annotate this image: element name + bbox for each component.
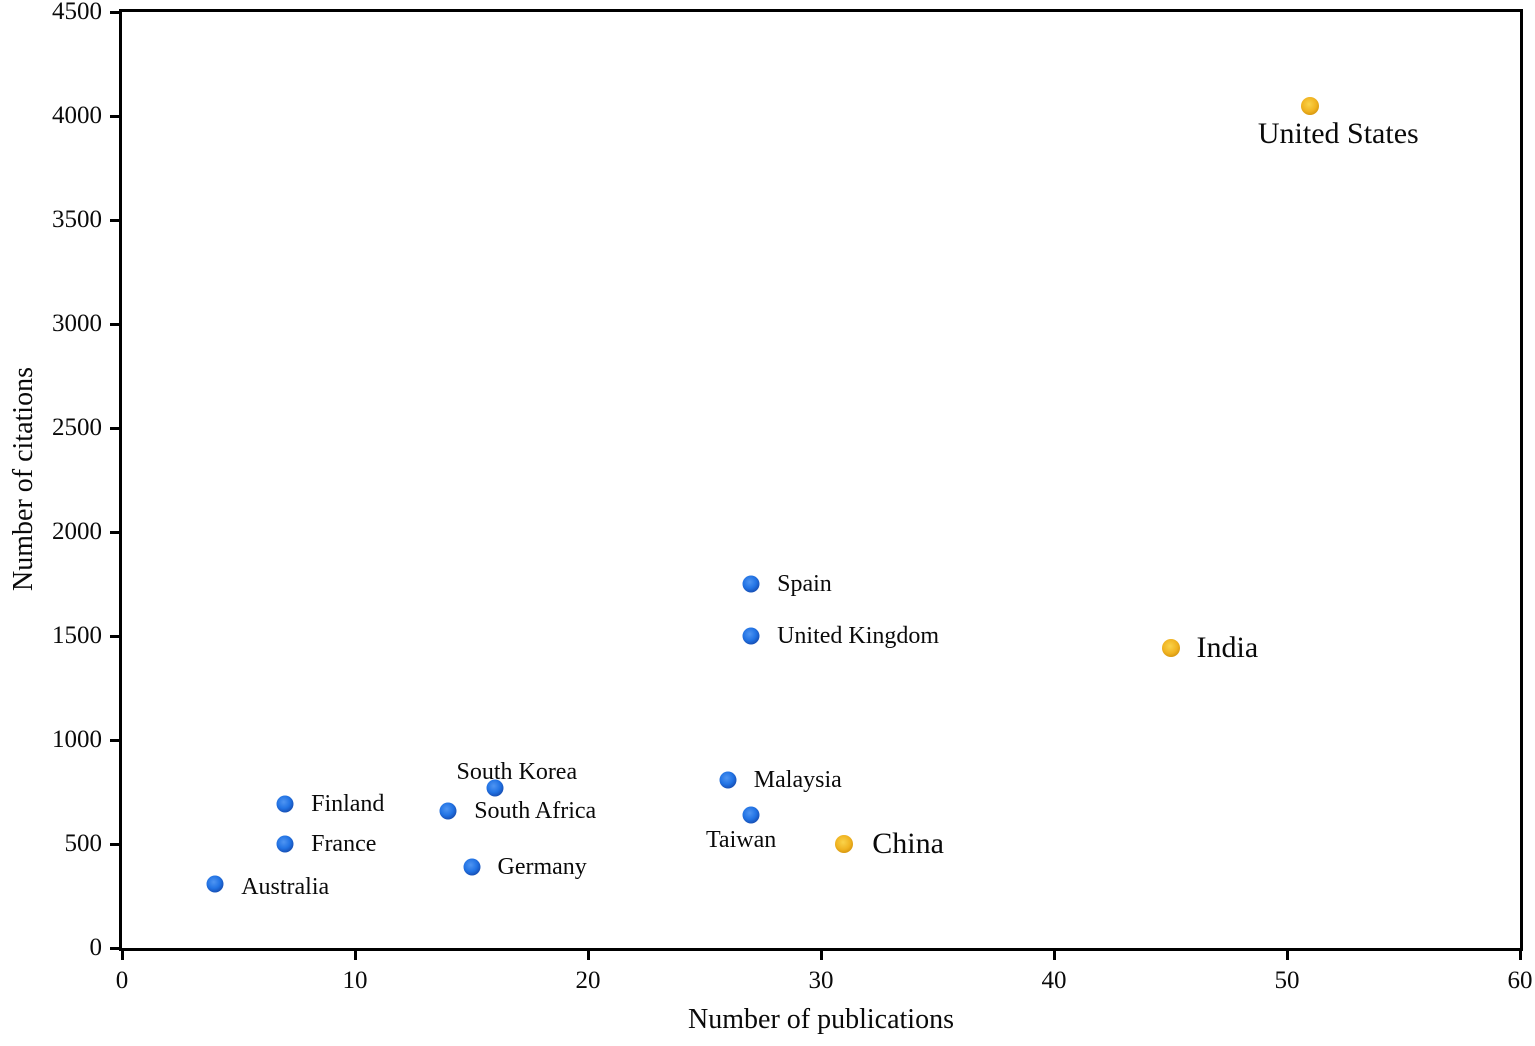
- y-axis-tick-label: 0: [89, 934, 103, 961]
- data-point-label-spain: Spain: [777, 571, 832, 597]
- data-point-china: [835, 835, 854, 853]
- y-axis-tick-label: 1000: [52, 726, 102, 753]
- x-axis-tick-label: 10: [342, 967, 368, 994]
- x-axis-tick: [121, 951, 124, 960]
- data-point-label-china: China: [872, 827, 944, 860]
- y-axis-tick: [110, 635, 119, 638]
- x-axis-tick-label: 20: [575, 967, 601, 994]
- data-point-label-south-korea: South Korea: [456, 758, 578, 785]
- y-axis-tick-label: 2000: [52, 518, 102, 545]
- x-axis-title: Number of publications: [688, 1004, 954, 1035]
- y-axis-tick: [110, 219, 119, 222]
- data-point-taiwan: [742, 806, 760, 824]
- y-axis-title: Number of citations: [8, 367, 39, 591]
- data-point-spain: [742, 575, 760, 593]
- data-point-south-korea: [486, 779, 504, 797]
- y-axis-tick: [110, 947, 119, 950]
- data-point-label-taiwan: Taiwan: [705, 826, 777, 853]
- data-point-india: [1161, 639, 1180, 658]
- data-point-label-united-states: United States: [1257, 116, 1419, 150]
- data-point-label-finland: Finland: [311, 791, 385, 818]
- x-axis-tick-label: 40: [1041, 967, 1067, 994]
- data-point-label-france: France: [311, 831, 377, 857]
- y-axis-tick-label: 500: [64, 830, 103, 857]
- y-axis-tick: [110, 843, 119, 846]
- data-point-south-africa: [439, 802, 457, 820]
- data-point-finland: [276, 795, 294, 813]
- y-axis-tick-label: 3000: [52, 310, 102, 337]
- y-axis-tick-label: 4000: [52, 102, 102, 129]
- data-point-label-united-kingdom: United Kingdom: [777, 623, 940, 649]
- y-axis-tick-label: 2500: [52, 414, 102, 441]
- data-point-label-south-africa: South Africa: [474, 797, 597, 824]
- x-axis-tick: [354, 951, 357, 960]
- data-point-label-india: India: [1196, 631, 1259, 665]
- y-axis-tick: [110, 531, 119, 534]
- y-axis-tick: [110, 323, 119, 326]
- x-axis-tick-label: 0: [115, 967, 129, 994]
- x-axis-tick: [1053, 951, 1056, 960]
- y-axis-tick-label: 3500: [52, 206, 102, 233]
- data-point-label-australia: Australia: [241, 873, 330, 900]
- data-point-malaysia: [719, 771, 737, 789]
- data-point-australia: [206, 875, 224, 893]
- x-axis-tick: [1519, 951, 1522, 960]
- y-axis-tick: [110, 11, 119, 14]
- y-axis-tick-label: 4500: [52, 0, 102, 25]
- data-point-label-germany: Germany: [497, 853, 587, 880]
- data-point-united-kingdom: [742, 627, 760, 645]
- y-axis-tick: [110, 115, 119, 118]
- y-axis-tick: [110, 739, 119, 742]
- x-axis-tick-label: 50: [1274, 967, 1300, 994]
- x-axis-tick-label: 30: [808, 967, 834, 994]
- y-axis-tick-label: 1500: [52, 622, 102, 649]
- x-axis-tick: [1286, 951, 1289, 960]
- data-point-united-states: [1301, 96, 1320, 115]
- data-point-germany: [463, 858, 480, 876]
- x-axis-tick: [587, 951, 590, 960]
- x-axis-tick: [820, 951, 823, 960]
- data-point-france: [276, 835, 294, 853]
- plot-area: [119, 9, 1523, 951]
- x-axis-tick-label: 60: [1507, 967, 1533, 994]
- y-axis-tick: [110, 427, 119, 430]
- data-point-label-malaysia: Malaysia: [753, 766, 842, 793]
